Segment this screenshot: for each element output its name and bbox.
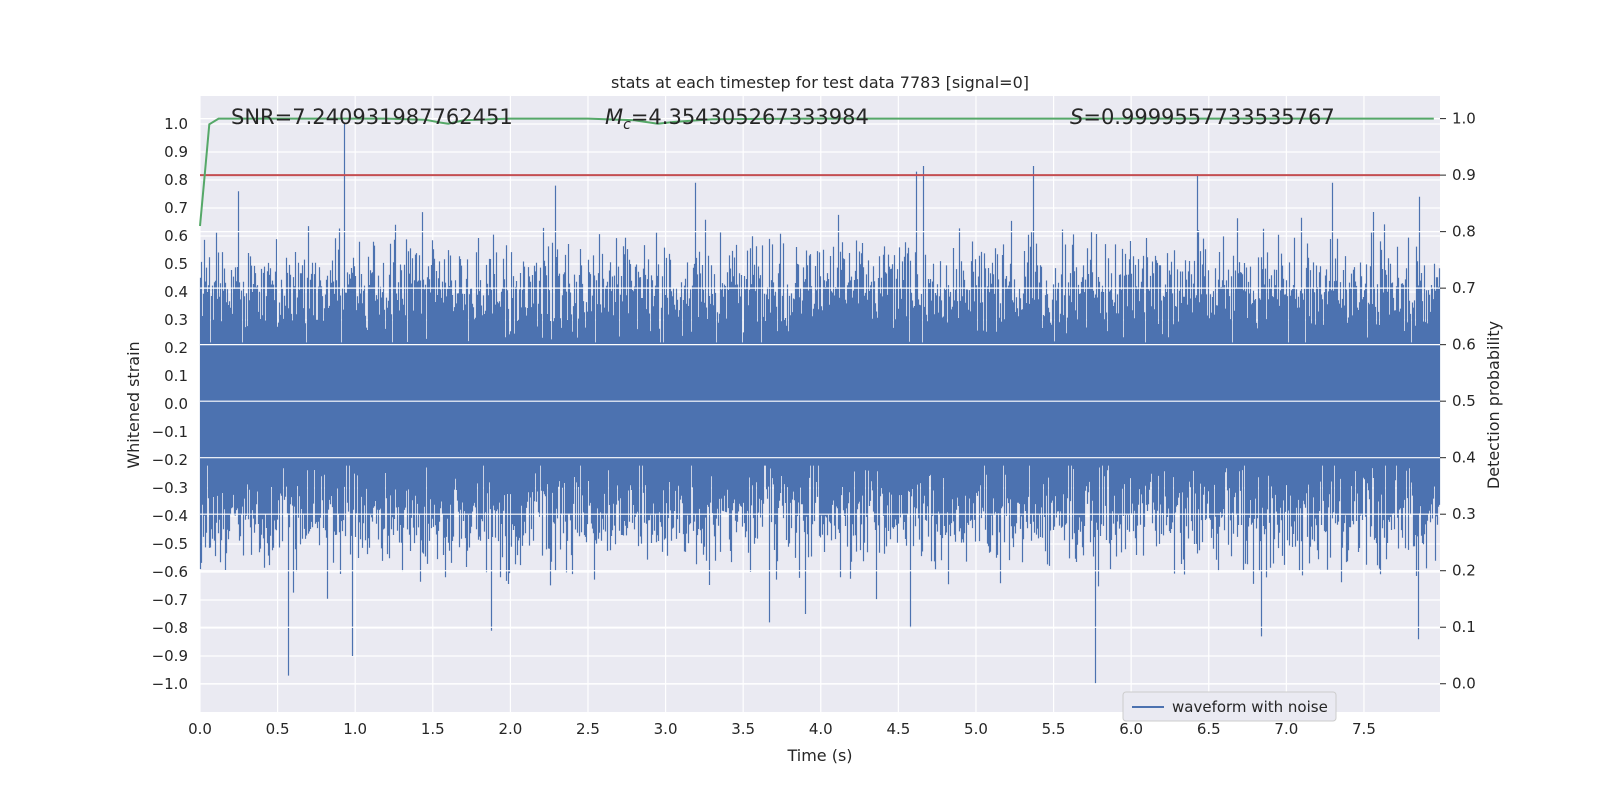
x-tick-label: 2.5: [576, 720, 600, 738]
x-tick-label: 7.5: [1352, 720, 1376, 738]
legend-label: waveform with noise: [1172, 698, 1328, 716]
waveform-core-band: [200, 348, 1440, 460]
x-tick-label: 1.5: [421, 720, 445, 738]
y-axis-label: Whitened strain: [124, 341, 143, 468]
y-axis-ticks: 1.0 0.9 0.8 0.7 0.6 0.5 0.4 0.3 0.2 0.1 0.0 −0.1 −0.…: [152, 115, 188, 693]
x-tick-label: 7.0: [1274, 720, 1298, 738]
legend: waveform with noise: [1122, 691, 1337, 722]
x-tick-label: 4.0: [809, 720, 833, 738]
y2-tick-label: 0.7: [1452, 279, 1476, 297]
y2-axis-label: Detection probability: [1484, 321, 1503, 489]
x-tick-label: 1.0: [343, 720, 367, 738]
chart-title: stats at each timestep for test data 778…: [611, 73, 1029, 92]
y-tick-label: 0.5: [164, 255, 188, 273]
y-tick-label: 0.9: [164, 143, 188, 161]
chirp-mass-symbol: M: [605, 105, 623, 129]
y-tick-label: 0.7: [164, 199, 188, 217]
y-tick-label: 0.2: [164, 339, 188, 357]
chirp-mass-value: =4.354305267333984: [631, 105, 869, 129]
y-tick-label: 0.0: [164, 395, 188, 413]
y-tick-label: −0.3: [152, 479, 188, 497]
snr-annotation: SNR=7.240931987762451: [231, 105, 513, 129]
x-tick-label: 0.5: [266, 720, 290, 738]
x-tick-label: 6.5: [1197, 720, 1221, 738]
y-tick-label: −0.7: [152, 591, 188, 609]
legend-box: [1122, 691, 1337, 722]
y-tick-label: 0.3: [164, 311, 188, 329]
y2-tick-label: 0.2: [1452, 562, 1476, 580]
y-tick-label: −0.5: [152, 535, 188, 553]
s-annotation: S=0.9999557733535767: [1070, 105, 1335, 129]
y2-tick-label: 0.8: [1452, 223, 1476, 241]
y-tick-label: 0.4: [164, 283, 188, 301]
x-tick-label: 3.5: [731, 720, 755, 738]
x-tick-label: 4.5: [886, 720, 910, 738]
x-tick-label: 6.0: [1119, 720, 1143, 738]
x-tick-label: 3.0: [654, 720, 678, 738]
y-tick-label: −0.1: [152, 423, 188, 441]
y2-tick-label: 0.5: [1452, 392, 1476, 410]
y-tick-label: 0.1: [164, 367, 188, 385]
chirp-mass-annotation: Mc=4.354305267333984: [605, 105, 869, 133]
y2-tick-label: 1.0: [1452, 110, 1476, 128]
y2-tick-label: 0.9: [1452, 166, 1476, 184]
x-axis-label: Time (s): [786, 746, 852, 765]
x-tick-label: 5.0: [964, 720, 988, 738]
x-axis-ticks: 0.0 0.5 1.0 1.5 2.0 2.5 3.0 3.5 4.0 4.5 5.0 5.5 6.0 6…: [188, 720, 1376, 738]
probability-series: [199, 117, 1440, 227]
x-tick-label: 5.5: [1042, 720, 1066, 738]
detection-probability-line: [199, 117, 1434, 227]
y-tick-label: −0.9: [152, 647, 188, 665]
y-tick-label: −0.4: [152, 507, 188, 525]
chirp-mass-subscript: c: [623, 117, 631, 133]
y-tick-label: 0.6: [164, 227, 188, 245]
y-tick-label: 1.0: [164, 115, 188, 133]
y-tick-label: −1.0: [152, 675, 188, 693]
y-tick-label: −0.2: [152, 451, 188, 469]
s-symbol: S: [1070, 105, 1083, 129]
y2-tick-label: 0.6: [1452, 336, 1476, 354]
y2-tick-label: 0.0: [1452, 675, 1476, 693]
x-tick-label: 2.0: [498, 720, 522, 738]
y-tick-label: −0.8: [152, 619, 188, 637]
y2-tick-label: 0.1: [1452, 618, 1476, 636]
y-tick-label: 0.8: [164, 171, 188, 189]
y2-tick-label: 0.3: [1452, 505, 1476, 523]
s-value: =0.9999557733535767: [1083, 105, 1334, 129]
y-tick-label: −0.6: [152, 563, 188, 581]
x-tick-label: 0.0: [188, 720, 212, 738]
y2-tick-label: 0.4: [1452, 449, 1476, 467]
y2-axis-ticks: 1.0 0.9 0.8 0.7 0.6 0.5 0.4 0.3 0.2 0.1 0.0: [1440, 110, 1476, 693]
